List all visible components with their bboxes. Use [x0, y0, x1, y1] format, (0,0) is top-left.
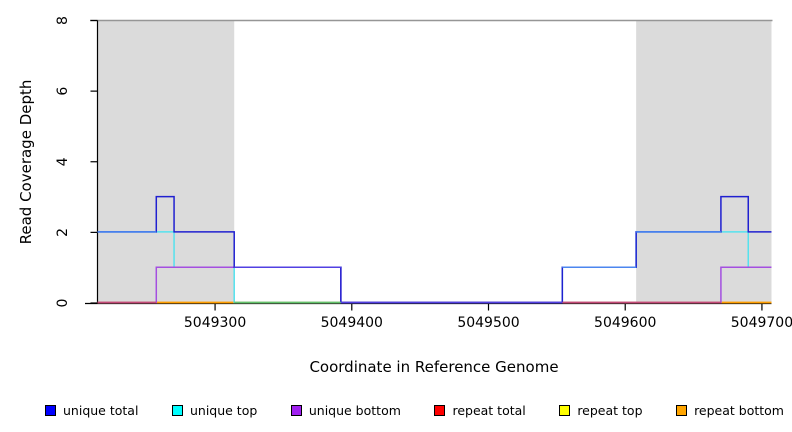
- legend-item: repeat total: [434, 402, 526, 418]
- y-tick-label: 0: [55, 299, 71, 308]
- legend-label: repeat bottom: [694, 402, 784, 418]
- legend-label: unique bottom: [308, 402, 401, 418]
- legend-label: unique top: [189, 402, 258, 418]
- axes: 5049300 5049400 5049500 5049600 5049700 0 2 4 6 8: [55, 16, 792, 331]
- repeat-region-shading: [636, 20, 772, 303]
- legend-swatch: [434, 404, 446, 416]
- x-axis-title: Coordinate in Reference Genome: [309, 358, 558, 376]
- x-tick-label: 5049600: [594, 315, 656, 331]
- legend-swatch: [45, 404, 56, 416]
- legend-swatch: [559, 404, 571, 416]
- x-tick-label: 5049700: [731, 315, 792, 331]
- legend-item: unique bottom: [290, 402, 401, 418]
- shaded-regions: [97, 20, 772, 303]
- y-tick-label: 8: [55, 16, 71, 25]
- legend-label: unique total: [63, 402, 139, 418]
- y-tick-label: 4: [55, 157, 71, 166]
- legend-item: unique top: [171, 402, 258, 418]
- overlay-blend-segments: [97, 231, 721, 304]
- x-tick-label: 5049400: [321, 315, 383, 331]
- legend-label: repeat total: [452, 402, 526, 418]
- legend-item: repeat top: [559, 402, 643, 418]
- legend-item: unique total: [45, 403, 138, 418]
- legend-label: repeat top: [577, 402, 643, 418]
- legend-swatch: [290, 404, 302, 416]
- legend-swatch: [171, 404, 183, 416]
- legend-item: repeat bottom: [676, 403, 784, 418]
- y-tick-label: 2: [55, 228, 71, 237]
- x-tick-label: 5049500: [457, 315, 519, 331]
- y-axis-title: Read Coverage Depth: [17, 80, 35, 245]
- y-tick-label: 6: [55, 87, 71, 96]
- legend: unique total unique top unique bottom re…: [45, 399, 784, 421]
- legend-swatch: [676, 404, 688, 416]
- repeat-region-shading: [97, 20, 235, 303]
- x-tick-label: 5049300: [184, 315, 246, 331]
